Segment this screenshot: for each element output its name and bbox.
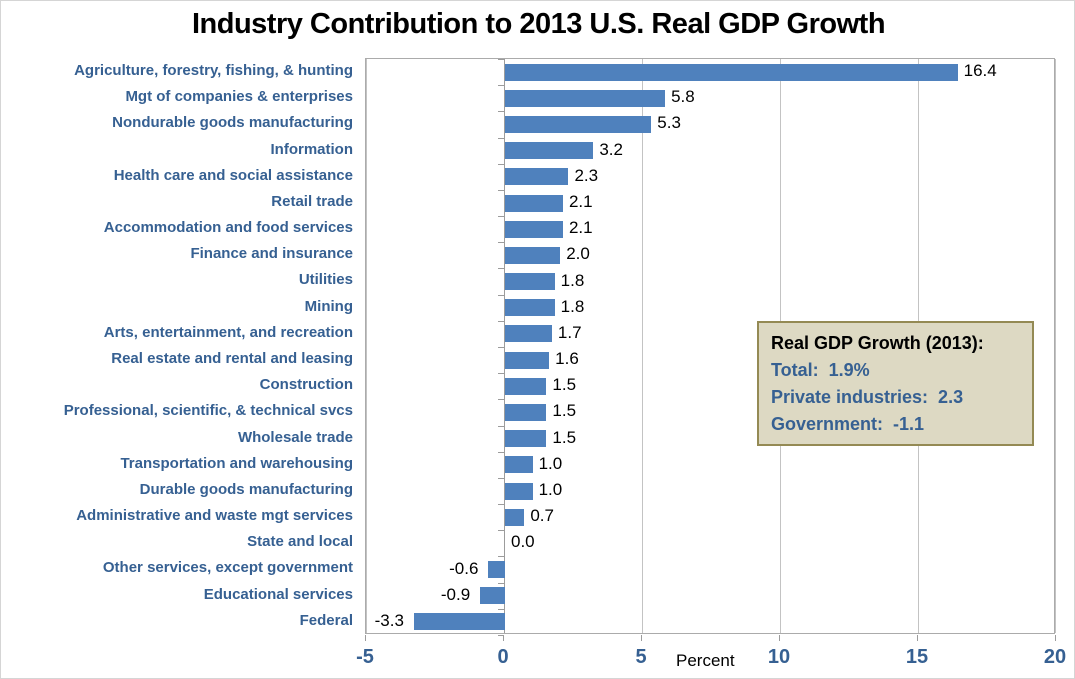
bar	[505, 246, 561, 264]
gridline	[366, 59, 367, 633]
category-tick-mark	[498, 399, 504, 400]
category-label: Professional, scientific, & technical sv…	[63, 402, 353, 420]
category-tick-mark	[498, 347, 504, 348]
category-label: Educational services	[203, 585, 353, 603]
bar	[505, 115, 652, 133]
x-tick-label: 15	[905, 646, 929, 668]
bar	[505, 168, 569, 186]
category-tick-mark	[498, 138, 504, 139]
category-label: Finance and insurance	[190, 245, 353, 263]
annotation-box: Real GDP Growth (2013): Total: 1.9% Priv…	[757, 321, 1034, 446]
category-label: Mgt of companies & enterprises	[125, 88, 353, 106]
bar	[488, 561, 505, 579]
zero-axis-line	[504, 59, 505, 633]
bar	[505, 456, 533, 474]
bar	[505, 142, 594, 160]
category-label: Utilities	[298, 271, 353, 289]
category-tick-mark	[498, 504, 504, 505]
category-tick-mark	[498, 190, 504, 191]
x-tick-label: 20	[1043, 646, 1067, 668]
bar	[505, 63, 958, 81]
bar	[480, 587, 505, 605]
x-tick-label: 5	[635, 646, 647, 668]
x-tick-mark	[641, 635, 642, 641]
category-label: Transportation and warehousing	[120, 454, 353, 472]
category-tick-mark	[498, 426, 504, 427]
x-tick-mark	[917, 635, 918, 641]
category-tick-mark	[498, 635, 504, 636]
x-axis-title: Percent	[676, 651, 735, 670]
category-label: Arts, entertainment, and recreation	[103, 323, 353, 341]
category-label: Construction	[259, 376, 353, 394]
category-label: Other services, except government	[102, 559, 353, 577]
category-tick-mark	[498, 530, 504, 531]
category-label: Durable goods manufacturing	[139, 480, 353, 498]
category-tick-mark	[498, 59, 504, 60]
category-label: Federal	[299, 611, 353, 629]
bar	[505, 351, 550, 369]
bar	[505, 430, 547, 448]
category-tick-mark	[498, 111, 504, 112]
category-label: Information	[270, 140, 354, 158]
bar	[413, 613, 505, 631]
category-tick-mark	[498, 609, 504, 610]
x-tick-label: -5	[356, 646, 374, 668]
x-tick-mark	[1055, 635, 1056, 641]
x-tick-label: 10	[767, 646, 791, 668]
annotation-title: Real GDP Growth (2013):	[771, 333, 984, 353]
annotation-line-government: Government: -1.1	[771, 414, 925, 434]
category-label: Agriculture, forestry, fishing, & huntin…	[74, 62, 353, 79]
bar	[505, 299, 555, 317]
category-label: Accommodation and food services	[103, 219, 353, 237]
annotation-line-total: Total: 1.9%	[771, 360, 870, 380]
category-tick-mark	[498, 295, 504, 296]
category-label: Mining	[304, 297, 353, 315]
bar	[505, 403, 547, 421]
category-tick-mark	[498, 85, 504, 86]
chart-title: Industry Contribution to 2013 U.S. Real …	[191, 8, 886, 40]
category-tick-mark	[498, 242, 504, 243]
category-tick-mark	[498, 556, 504, 557]
category-tick-mark	[498, 268, 504, 269]
category-tick-mark	[498, 216, 504, 217]
category-tick-mark	[498, 373, 504, 374]
gridline	[1055, 59, 1056, 633]
category-label: Retail trade	[271, 192, 353, 210]
bar	[505, 194, 563, 212]
x-tick-mark	[365, 635, 366, 641]
bar	[505, 89, 666, 107]
bar	[505, 508, 525, 526]
annotation-line-private: Private industries: 2.3	[771, 387, 964, 407]
category-label: Health care and social assistance	[113, 166, 353, 184]
category-tick-mark	[498, 164, 504, 165]
category-label: Administrative and waste mgt services	[76, 507, 353, 525]
category-axis: Agriculture, forestry, fishing, & huntin…	[3, 58, 353, 634]
category-label: State and local	[247, 533, 353, 551]
category-label: Real estate and rental and leasing	[111, 350, 353, 367]
bar	[505, 273, 555, 291]
category-label: Nondurable goods manufacturing	[112, 114, 353, 132]
category-tick-mark	[498, 321, 504, 322]
bar	[505, 482, 533, 500]
bar	[505, 325, 552, 343]
bar	[505, 377, 547, 395]
category-tick-mark	[498, 478, 504, 479]
x-tick-mark	[779, 635, 780, 641]
x-tick-label: 0	[497, 646, 509, 668]
gridline	[642, 59, 643, 633]
category-tick-mark	[498, 583, 504, 584]
bar	[505, 220, 563, 238]
category-label: Wholesale trade	[237, 428, 353, 446]
category-tick-mark	[498, 452, 504, 453]
